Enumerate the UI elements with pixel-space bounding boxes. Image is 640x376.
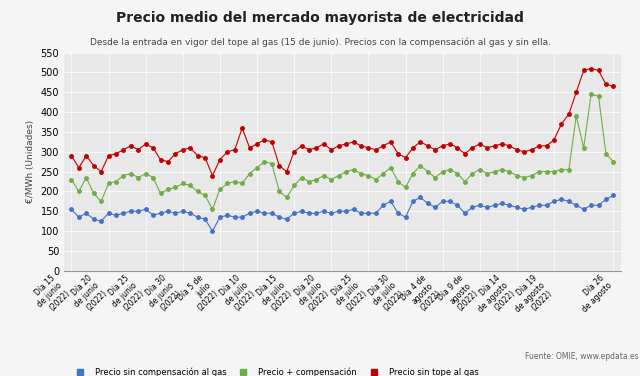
- Text: Precio medio del mercado mayorista de electricidad: Precio medio del mercado mayorista de el…: [116, 11, 524, 25]
- Y-axis label: €/MWh (Unidades): €/MWh (Unidades): [26, 120, 35, 203]
- Text: Desde la entrada en vigor del tope al gas (15 de junio). Precios con la compensa: Desde la entrada en vigor del tope al ga…: [90, 38, 550, 47]
- Legend: Precio sin compensación al gas, Precio + compensación, Precio sin tope al gas: Precio sin compensación al gas, Precio +…: [68, 364, 482, 376]
- Text: Fuente: OMIE, www.epdata.es: Fuente: OMIE, www.epdata.es: [525, 352, 639, 361]
